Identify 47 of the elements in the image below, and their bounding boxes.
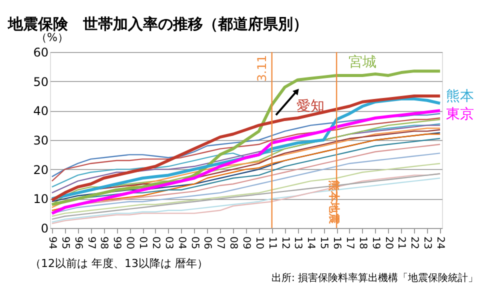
x-tick-label: 14 (305, 236, 316, 250)
x-tick-label: 95 (59, 236, 70, 250)
x-tick-label: 16 (331, 236, 342, 250)
x-tick-label: 96 (72, 236, 84, 250)
x-tick-label: 15 (318, 236, 330, 250)
x-tick-label: 94 (46, 236, 58, 250)
y-tick-label: 60 (33, 46, 48, 60)
series-label: 熊本 (446, 88, 474, 104)
x-tick-label: 08 (228, 236, 239, 250)
x-tick-label: 07 (214, 236, 226, 250)
chart-title: 地震保険 世帯加入率の推移（都道府県別） (7, 15, 308, 33)
x-tick-label: 21 (396, 236, 407, 250)
x-tick-label: 19 (370, 236, 381, 250)
ref-line-label: 3.11 (254, 55, 269, 82)
series-label: 愛知 (296, 98, 325, 114)
text: （12以前は 年度、13以降は 暦年） (30, 257, 208, 270)
x-tick-label: 99 (111, 236, 122, 250)
x-tick-label: 18 (356, 236, 368, 250)
x-tick-label: 12 (279, 236, 290, 250)
x-tick-label: 04 (176, 236, 187, 250)
y-tick-label: 30 (33, 134, 48, 148)
x-tick-label: 23 (422, 236, 433, 250)
x-tick-label: 00 (124, 236, 136, 250)
x-tick-label: 24 (434, 236, 446, 250)
text: 出所: 損害保険料率算出機構「地震保険統計」 (271, 272, 478, 284)
x-tick-label: 13 (292, 236, 304, 250)
x-tick-label: 98 (98, 236, 110, 250)
x-tick-label: 01 (137, 236, 148, 250)
x-tick-label: 05 (188, 236, 200, 250)
x-tick-label: 10 (253, 236, 264, 250)
x-tick-label: 09 (240, 236, 252, 250)
x-tick-label: 97 (85, 236, 96, 250)
y-tick-label: 50 (33, 74, 48, 89)
x-tick-label: 17 (344, 236, 355, 250)
x-tick-label: 03 (162, 236, 174, 250)
y-tick-label: 20 (33, 162, 48, 177)
y-tick-label: 0 (40, 222, 48, 236)
x-tick-label: 11 (266, 236, 278, 250)
series-label: 東京 (446, 106, 474, 123)
series-label: 宮城 (348, 54, 376, 70)
x-tick-label: 22 (408, 236, 420, 250)
y-axis-title: （%） (36, 31, 68, 44)
x-tick-label: 06 (202, 236, 213, 250)
y-tick-label: 10 (33, 192, 48, 206)
x-tick-label: 20 (382, 236, 394, 250)
x-tick-label: 02 (150, 236, 161, 250)
y-tick-label: 40 (33, 104, 48, 118)
